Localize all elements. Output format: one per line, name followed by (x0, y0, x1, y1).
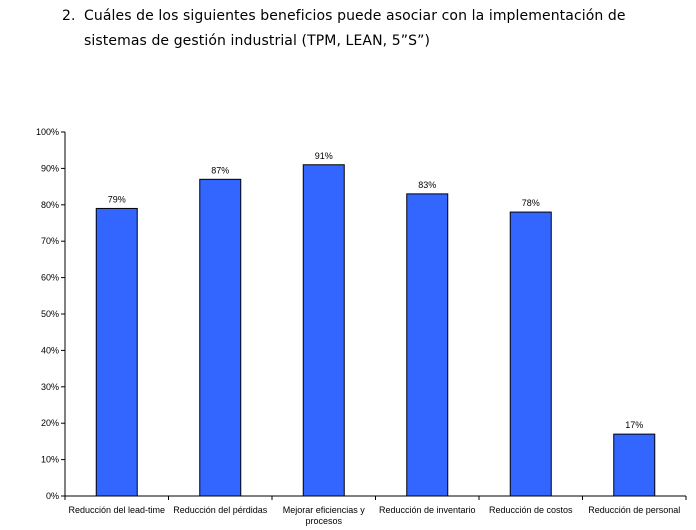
category-label: Reducción del pérdidas (173, 505, 268, 515)
bar (613, 433, 656, 497)
y-tick-label: 10% (41, 455, 59, 465)
question-text: 2. Cuáles de los siguientes beneficios pu… (62, 4, 662, 54)
y-tick-label: 90% (41, 163, 59, 173)
category-label: procesos (305, 516, 342, 526)
data-label: 87% (211, 165, 229, 175)
y-tick-label: 30% (41, 382, 59, 392)
question-line-1-text: Cuáles de los siguientes beneficios pued… (84, 8, 626, 24)
bar (406, 193, 449, 497)
category-label: Reducción de personal (588, 505, 680, 515)
category-label: Reducción de costos (489, 505, 573, 515)
y-tick-label: 0% (46, 491, 59, 501)
y-tick-label: 20% (41, 418, 59, 428)
y-tick-label: 60% (41, 273, 59, 283)
y-tick-label: 70% (41, 236, 59, 246)
question-line-1: 2. Cuáles de los siguientes beneficios pu… (62, 4, 662, 29)
data-label: 83% (418, 180, 436, 190)
data-label: 17% (625, 420, 643, 430)
data-label: 79% (108, 194, 126, 204)
bar (509, 211, 552, 497)
y-tick-label: 40% (41, 345, 59, 355)
category-label: Reducción de inventario (379, 505, 476, 515)
y-tick-label: 80% (41, 200, 59, 210)
category-label: Mejorar eficiencias y (283, 505, 366, 515)
question-number: 2. (62, 8, 76, 24)
y-tick-label: 100% (36, 127, 59, 137)
bar (199, 178, 242, 497)
question-line-2: sistemas de gestión industrial (TPM, LEA… (84, 33, 431, 49)
bar (95, 207, 138, 497)
y-tick-label: 50% (41, 309, 59, 319)
bar (302, 164, 345, 497)
data-label: 91% (315, 151, 333, 161)
data-label: 78% (522, 198, 540, 208)
category-label: Reducción del lead-time (68, 505, 165, 515)
